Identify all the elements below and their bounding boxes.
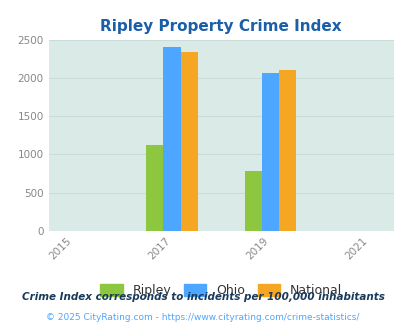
Bar — [180, 52, 197, 231]
Bar — [261, 73, 279, 231]
Bar — [163, 47, 180, 231]
Bar — [146, 145, 163, 231]
Title: Ripley Property Crime Index: Ripley Property Crime Index — [100, 19, 341, 34]
Text: © 2025 CityRating.com - https://www.cityrating.com/crime-statistics/: © 2025 CityRating.com - https://www.city… — [46, 313, 359, 322]
Bar — [279, 70, 296, 231]
Bar — [244, 171, 261, 231]
Legend: Ripley, Ohio, National: Ripley, Ohio, National — [95, 280, 347, 302]
Text: Crime Index corresponds to incidents per 100,000 inhabitants: Crime Index corresponds to incidents per… — [21, 292, 384, 302]
